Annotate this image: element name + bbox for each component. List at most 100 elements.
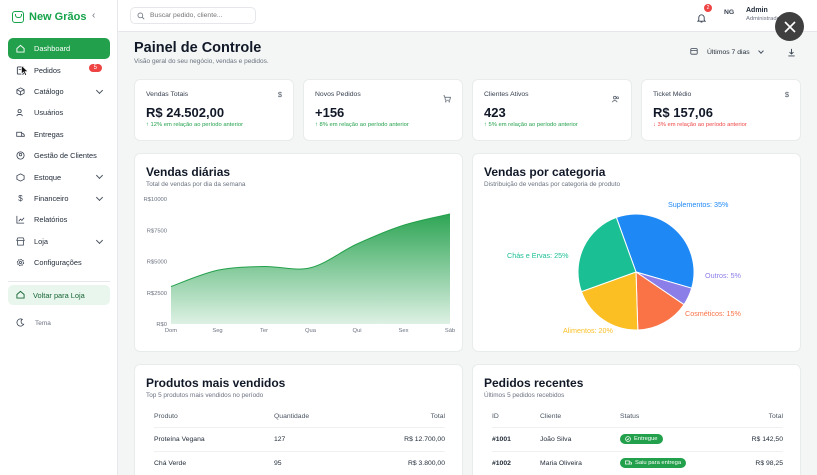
back-to-store-button[interactable]: Voltar para Loja <box>8 285 110 305</box>
table-row[interactable]: Proteína Vegana 127 R$ 12.700,00 <box>154 426 445 451</box>
x-tick-label: Ter <box>260 328 268 334</box>
chevron-down-icon <box>95 172 104 180</box>
calendar-icon <box>690 47 698 57</box>
avatar[interactable]: NG <box>724 9 735 16</box>
sidebar-item-gestao-clientes[interactable]: Gestão de Clientes <box>8 145 110 166</box>
check-circle-icon <box>625 436 631 442</box>
x-tick-label: Qua <box>305 328 317 334</box>
pie-slice[interactable] <box>615 213 695 289</box>
recent-orders-table: ID Cliente Status Total #1001 João Silva… <box>492 407 783 475</box>
x-tick-label: Sex <box>399 328 409 334</box>
mouse-cursor <box>21 65 29 76</box>
column-header: Produto <box>154 413 178 421</box>
collapse-sidebar-icon[interactable]: ‹ <box>92 10 96 21</box>
kpi-value: R$ 157,06 <box>653 105 713 120</box>
notification-badge: 2 <box>704 4 712 12</box>
sidebar-item-label: Dashboard <box>34 44 71 54</box>
search-box[interactable] <box>130 7 256 24</box>
top-products-card: Produtos mais vendidos Top 5 produtos ma… <box>134 364 463 475</box>
sidebar-item-catalogo[interactable]: Catálogo <box>8 81 110 102</box>
table-row[interactable]: #1001 João Silva Entregue R$ 142,50 <box>492 426 783 451</box>
truck-icon <box>16 130 25 139</box>
sidebar-item-usuarios[interactable]: Usuários <box>8 102 110 123</box>
column-header: Cliente <box>540 413 562 421</box>
store-icon <box>16 237 25 246</box>
home-icon <box>16 44 25 53</box>
close-icon <box>783 20 796 33</box>
chevron-down-icon <box>95 236 104 244</box>
brand[interactable]: New Grãos <box>12 9 86 25</box>
sidebar-item-relatorios[interactable]: Relatórios <box>8 209 110 230</box>
kpi-label: Vendas Totais <box>146 91 189 98</box>
table-row[interactable]: #1002 Maria Oliveira Saiu para entrega R… <box>492 450 783 475</box>
date-range-select[interactable]: Últimos 7 dias <box>690 43 778 61</box>
column-header: ID <box>492 413 499 421</box>
users-icon <box>16 108 25 117</box>
x-tick-label: Seg <box>212 328 222 334</box>
page-subtitle: Visão geral do seu negócio, vendas e ped… <box>134 58 269 65</box>
sidebar-item-dashboard[interactable]: Dashboard <box>8 38 110 60</box>
column-header: Total <box>430 413 445 421</box>
dollar-icon: $ <box>277 90 282 99</box>
top-products-table: Produto Quantidade Total Proteína Vegana… <box>154 407 445 475</box>
product-quantity: 95 <box>274 450 364 475</box>
kpi-trend: ↓ 3% em relação ao período anterior <box>653 122 747 128</box>
page-title: Painel de Controle <box>134 40 262 56</box>
card-subtitle: Distribuição de vendas por categoria de … <box>484 181 621 188</box>
search-input[interactable] <box>150 12 250 19</box>
theme-label: Tema <box>35 319 51 327</box>
sales-area <box>171 214 450 324</box>
pie-slice[interactable] <box>580 271 639 331</box>
card-title: Pedidos recentes <box>484 376 584 390</box>
moon-icon <box>16 318 25 329</box>
kpi-trend: ↑ 8% em relação ao período anterior <box>315 122 409 128</box>
sidebar-item-configuracoes[interactable]: Configurações <box>8 252 110 273</box>
column-header: Quantidade <box>274 413 310 421</box>
download-button[interactable] <box>782 43 800 61</box>
category-pie-chart: Suplementos: 35% Outros: 5% Cosméticos: 15… <box>507 200 742 335</box>
card-subtitle: Últimos 5 pedidos recebidos <box>484 392 565 399</box>
chevron-down-icon <box>757 48 764 54</box>
bell-icon[interactable] <box>696 10 707 28</box>
pie-slice[interactable] <box>577 216 637 293</box>
download-icon <box>787 48 795 56</box>
slice-label: Suplementos: 35% <box>668 200 729 209</box>
pie-slice[interactable] <box>635 271 685 331</box>
cart-icon <box>443 90 451 108</box>
sidebar-item-label: Loja <box>34 236 48 246</box>
chevron-down-icon <box>95 193 104 201</box>
kpi-card-ticket-medio: Ticket Médio $ R$ 157,06 ↓ 3% em relação… <box>641 79 801 141</box>
package-icon <box>16 172 25 182</box>
slice-label: Alimentos: 20% <box>563 326 614 335</box>
back-to-store-label: Voltar para Loja <box>33 290 85 300</box>
order-total: R$ 142,50 <box>720 426 783 451</box>
top-bar: 2 NG Admin Administrador <box>118 0 817 32</box>
daily-sales-chart: R$0 R$2500 R$5000 R$7500 R$10000 Dom Seg Ter Qua… <box>143 197 455 334</box>
order-client: João Silva <box>540 426 620 451</box>
sidebar: New Grãos ‹ Dashboard Pedidos 5 <box>0 0 118 475</box>
status-label: Entregue <box>634 436 658 442</box>
order-total: R$ 98,25 <box>720 450 783 475</box>
product-quantity: 127 <box>274 426 364 451</box>
user-role: Administrador <box>746 16 782 22</box>
sidebar-item-label: Gestão de Clientes <box>34 151 97 161</box>
x-tick-label: Dom <box>165 328 177 334</box>
product-name: Chá Verde <box>154 450 274 475</box>
close-button[interactable] <box>775 12 804 41</box>
recent-orders-card: Pedidos recentes Últimos 5 pedidos receb… <box>472 364 801 475</box>
column-header: Status <box>620 413 640 421</box>
theme-toggle[interactable]: Tema <box>8 314 110 332</box>
sidebar-item-financeiro[interactable]: $ Financeiro <box>8 188 110 209</box>
y-tick-label: R$5000 <box>147 260 167 266</box>
product-name: Proteína Vegana <box>154 426 274 451</box>
sidebar-divider <box>8 281 110 282</box>
users-icon <box>612 90 620 108</box>
sidebar-item-estoque[interactable]: Estoque <box>8 166 110 187</box>
slice-label: Chás e Ervas: 25% <box>507 251 569 260</box>
table-row[interactable]: Chá Verde 95 R$ 3.800,00 <box>154 450 445 475</box>
x-tick-label: Qui <box>352 328 361 334</box>
daily-sales-card: Vendas diárias Total de vendas por dia d… <box>134 153 463 352</box>
sidebar-item-loja[interactable]: Loja <box>8 231 110 252</box>
sidebar-item-entregas[interactable]: Entregas <box>8 124 110 145</box>
